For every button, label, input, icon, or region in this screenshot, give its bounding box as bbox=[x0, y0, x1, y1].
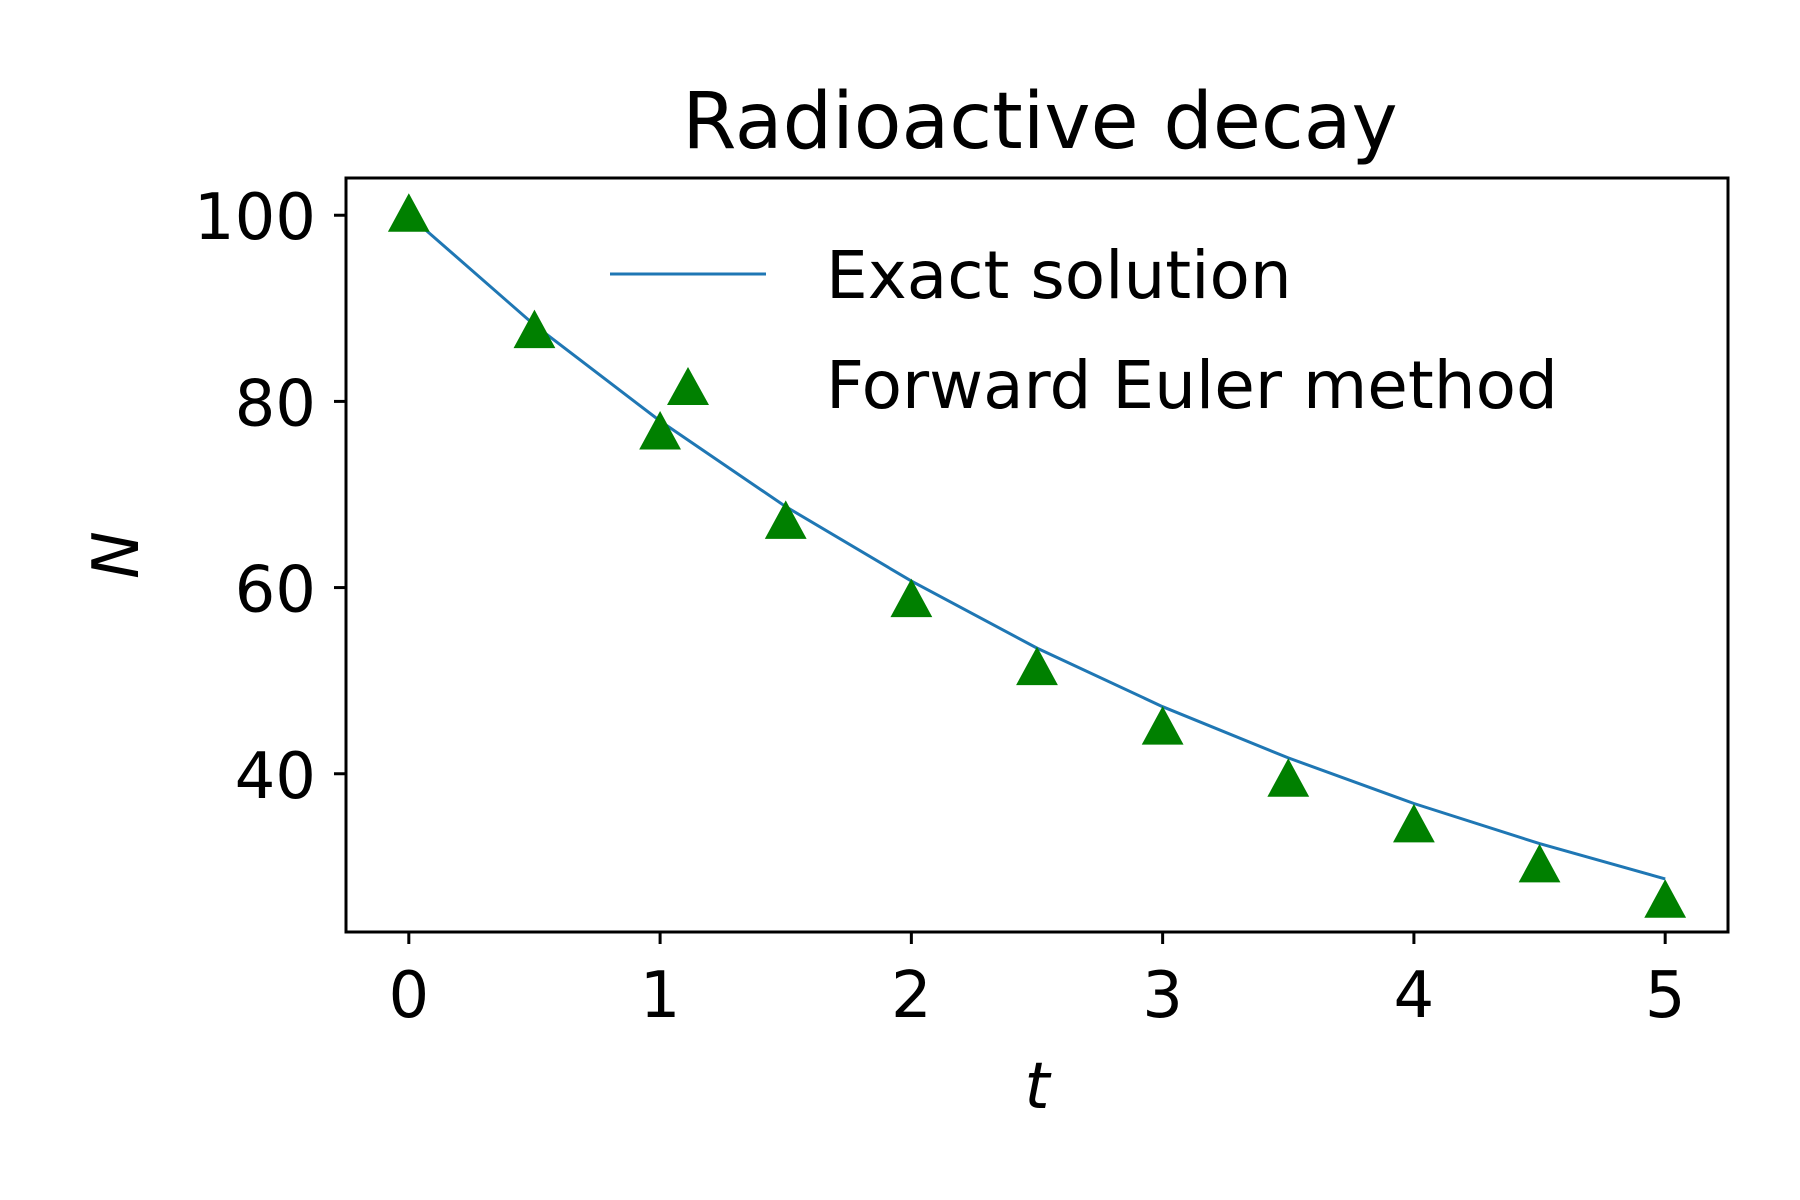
euler-marker bbox=[1141, 706, 1184, 745]
euler-marker bbox=[1267, 758, 1310, 797]
y-tick-label: 40 bbox=[235, 740, 316, 814]
y-axis-label: N bbox=[80, 531, 154, 579]
x-tick-label: 5 bbox=[1645, 959, 1686, 1033]
euler-marker bbox=[890, 578, 933, 618]
euler-marker bbox=[1644, 879, 1687, 918]
euler-marker bbox=[1393, 803, 1435, 843]
y-tick-label: 60 bbox=[235, 554, 316, 628]
euler-marker bbox=[1518, 843, 1561, 883]
x-tick-label: 1 bbox=[640, 959, 681, 1033]
euler-marker bbox=[387, 193, 430, 232]
euler-marker bbox=[639, 411, 681, 450]
euler-marker bbox=[513, 309, 556, 349]
y-tick-label: 80 bbox=[235, 367, 316, 441]
chart-title: Radioactive decay bbox=[682, 77, 1397, 167]
euler-marker bbox=[764, 500, 807, 539]
legend-triangle-swatch bbox=[667, 367, 709, 405]
x-tick-label: 4 bbox=[1394, 959, 1435, 1033]
x-axis-ticks: 0 1 2 3 4 5 bbox=[388, 932, 1686, 1033]
y-axis-ticks: 40 60 80 100 bbox=[194, 181, 346, 814]
plot-series-markers bbox=[387, 193, 1687, 918]
legend-label-euler: Forward Euler method bbox=[826, 347, 1558, 424]
plot-frame bbox=[344, 176, 1730, 934]
y-tick-label: 100 bbox=[194, 181, 316, 255]
x-tick-label: 2 bbox=[891, 959, 932, 1033]
x-axis-label: t bbox=[1024, 1050, 1052, 1124]
x-tick-label: 3 bbox=[1142, 959, 1183, 1033]
legend-label-exact: Exact solution bbox=[826, 237, 1292, 314]
euler-marker bbox=[1016, 646, 1058, 686]
x-tick-label: 0 bbox=[388, 959, 429, 1033]
legend: Exact solution Forward Euler method bbox=[610, 237, 1558, 424]
